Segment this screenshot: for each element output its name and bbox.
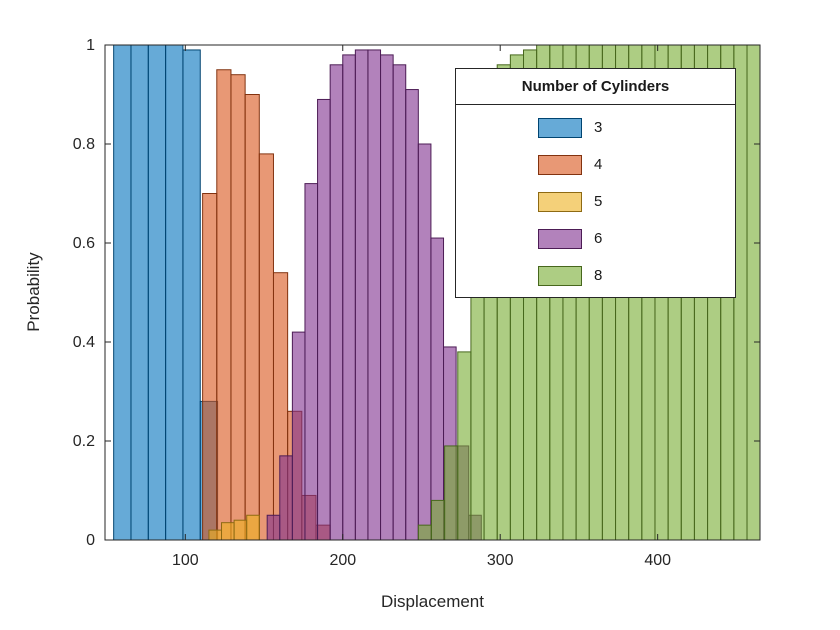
histogram-bar <box>182 49 201 540</box>
histogram-bar <box>367 49 382 540</box>
legend: Number of Cylinders 3 4 5 6 8 <box>455 68 736 298</box>
histogram-bar <box>354 49 369 540</box>
x-tick-label: 400 <box>644 552 671 569</box>
histogram-bar <box>208 529 223 540</box>
histogram-series-4 <box>202 69 331 540</box>
histogram-series-3 <box>113 44 219 540</box>
histogram-bar <box>417 524 432 540</box>
histogram-bar <box>457 351 472 540</box>
histogram-bar <box>258 153 274 540</box>
histogram-bar <box>304 183 319 540</box>
y-axis-label: Probability <box>24 252 43 332</box>
legend-entry: 8 <box>456 257 735 294</box>
histogram-bar <box>291 331 306 540</box>
histogram-bar <box>430 237 445 540</box>
histogram-bar <box>266 514 281 540</box>
x-tick-label: 100 <box>172 552 199 569</box>
legend-swatch <box>538 228 582 249</box>
histogram-series-6 <box>266 49 482 540</box>
legend-entry: 4 <box>456 146 735 183</box>
legend-entry: 6 <box>456 220 735 257</box>
histogram-bar <box>246 514 260 540</box>
histogram-bar <box>417 143 432 540</box>
y-tick-label: 0.4 <box>73 334 95 351</box>
legend-swatch <box>538 154 582 175</box>
histogram-bar <box>165 44 184 540</box>
histogram-bar <box>342 54 356 540</box>
tick-marks <box>105 44 760 541</box>
y-tick-label: 0.2 <box>73 433 95 450</box>
histogram-bar <box>233 519 248 540</box>
legend-entries: 3 4 5 6 8 <box>456 105 735 294</box>
histogram-bar <box>329 64 344 540</box>
histogram-series-5 <box>208 514 260 540</box>
legend-entry: 3 <box>456 109 735 146</box>
legend-entry-label: 3 <box>594 119 603 136</box>
x-tick-label: 300 <box>487 552 514 569</box>
x-axis-label: Displacement <box>381 592 484 611</box>
x-tick-label: 200 <box>329 552 356 569</box>
histogram-bar <box>113 44 132 540</box>
histogram-bar <box>230 74 246 540</box>
histogram-bar <box>130 44 149 540</box>
histogram-bar <box>202 193 218 540</box>
axes-box <box>104 44 761 541</box>
legend-title: Number of Cylinders <box>456 69 735 105</box>
histogram-bar <box>221 522 235 540</box>
legend-swatch <box>538 191 582 212</box>
histogram-bar <box>746 44 760 540</box>
histogram-bar <box>147 44 167 540</box>
legend-entry-label: 4 <box>594 156 603 173</box>
histogram-bar <box>380 54 394 540</box>
y-tick-labels: 0 0.2 0.4 0.6 0.8 1 <box>73 37 95 549</box>
y-tick-label: 0.6 <box>73 235 95 252</box>
y-tick-label: 1 <box>86 37 95 54</box>
y-tick-label: 0 <box>86 532 95 549</box>
legend-entry: 5 <box>456 183 735 220</box>
histogram-bar <box>244 94 260 540</box>
legend-entry-label: 6 <box>594 230 603 247</box>
legend-entry-label: 8 <box>594 267 603 284</box>
histogram-bar <box>279 455 293 540</box>
legend-entry-label: 5 <box>594 193 603 210</box>
histogram-bar <box>317 98 331 540</box>
y-tick-label: 0.8 <box>73 136 95 153</box>
histogram-bar <box>392 64 407 540</box>
x-tick-labels: 100 200 300 400 <box>172 552 671 569</box>
legend-swatch <box>538 265 582 286</box>
histogram-bar <box>430 499 446 540</box>
histogram-bar <box>405 89 419 540</box>
histogram-bar <box>216 69 232 540</box>
legend-swatch <box>538 117 582 138</box>
histogram-bar <box>444 445 459 540</box>
